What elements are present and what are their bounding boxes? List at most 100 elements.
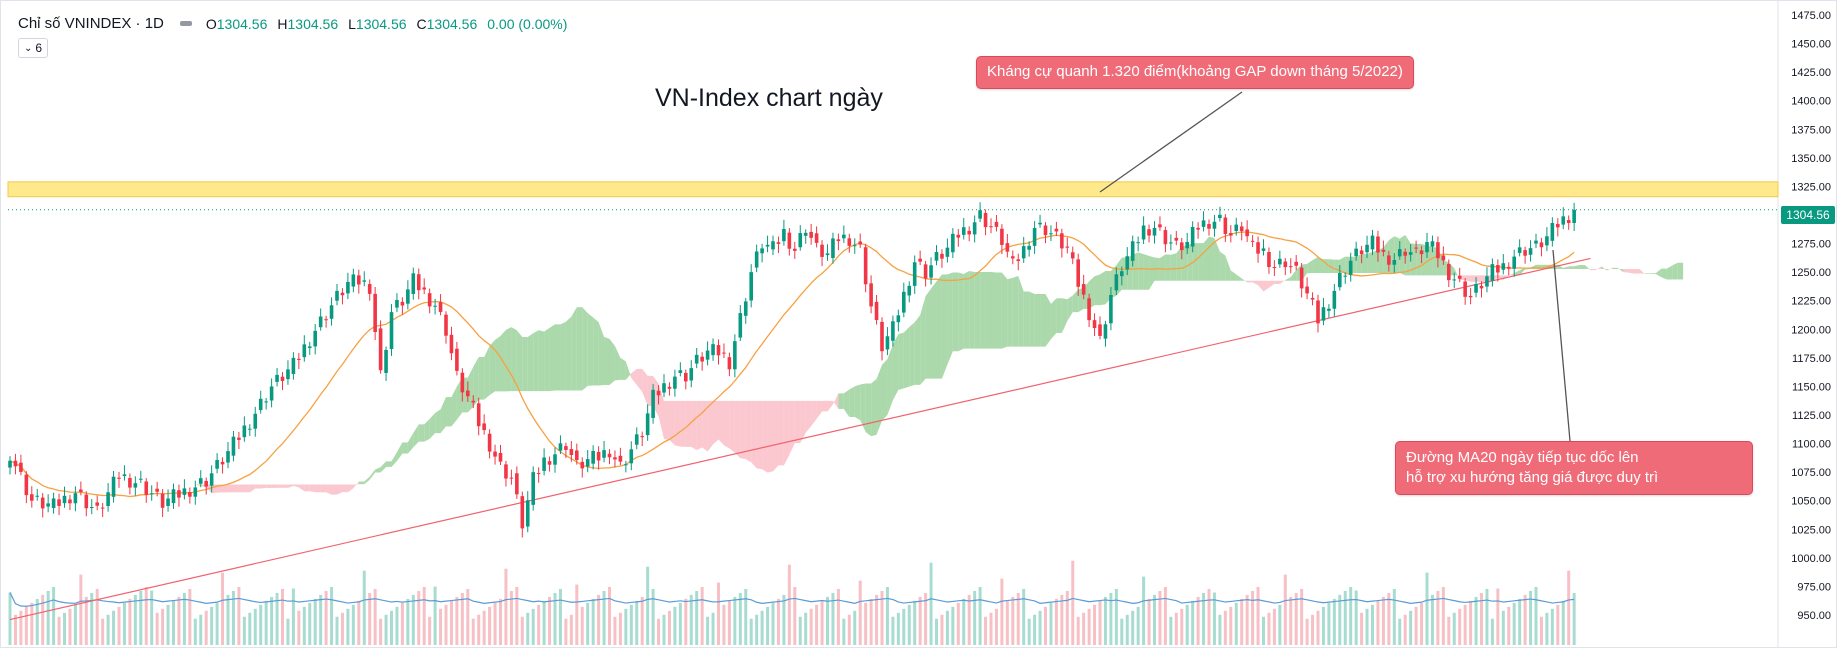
candle [978, 202, 982, 223]
volume-bar [477, 614, 481, 645]
volume-bar [1387, 592, 1391, 645]
volume-bar [973, 590, 977, 645]
volume-bar [1327, 602, 1331, 645]
candle [177, 484, 181, 507]
volume-bar [1392, 588, 1396, 645]
candle [1021, 236, 1026, 263]
cloud-segment [195, 484, 201, 486]
candle [1506, 262, 1511, 276]
price-axis-tick: 1025.00 [1791, 524, 1831, 536]
cloud-segment [1514, 270, 1520, 276]
volume-bar [417, 590, 421, 645]
candle [1179, 237, 1184, 260]
volume-bar [346, 608, 350, 645]
cloud-segment [811, 400, 817, 427]
candle [73, 486, 78, 512]
cloud-segment [304, 484, 310, 492]
candle [1081, 274, 1086, 300]
volume-bar [1376, 600, 1380, 645]
volume-bar [711, 612, 715, 645]
candle [553, 447, 557, 473]
cloud-segment [282, 484, 288, 488]
resistance-callout[interactable]: Kháng cự quanh 1.320 điểm(khoảng GAP dow… [976, 56, 1414, 89]
candle [389, 304, 394, 356]
candle [1463, 278, 1467, 305]
cloud-segment [418, 424, 425, 442]
volume-bar [1082, 612, 1086, 645]
candle [1348, 252, 1353, 282]
volume-bar [1550, 608, 1554, 645]
volume-bar [231, 590, 235, 645]
candle-body [1218, 214, 1222, 219]
cloud-segment [326, 484, 332, 495]
ma20-callout[interactable]: Đường MA20 ngày tiếp tục dốc lên hỗ trợ … [1395, 441, 1753, 495]
candle-body [1081, 284, 1086, 295]
candle [297, 353, 301, 370]
candle [248, 424, 252, 437]
volume-bar [1147, 598, 1151, 645]
volume-bar [1158, 590, 1162, 645]
candle-body [46, 503, 50, 507]
cloud-segment [805, 400, 812, 433]
cloud-segment [1252, 280, 1259, 286]
candle-body [743, 301, 748, 316]
cloud-segment [614, 345, 621, 381]
volume-bar [68, 608, 72, 645]
candle-body [542, 457, 546, 471]
symbol-label[interactable]: Chỉ số VNINDEX · 1D [18, 15, 164, 32]
cloud-segment [342, 484, 348, 493]
volume-bar [237, 586, 241, 645]
volume-bar [575, 584, 579, 645]
separator-icon [179, 21, 192, 26]
indicators-toggle-button[interactable]: ⌄ 6 [18, 38, 48, 58]
candle [1218, 206, 1222, 222]
candle [629, 441, 634, 471]
cloud-segment [832, 393, 839, 409]
volume-bar [1501, 610, 1505, 645]
cloud-segment [298, 484, 305, 492]
candle [743, 297, 748, 324]
volume-bar [1321, 606, 1325, 645]
volume-bar [357, 600, 361, 645]
cloud-segment [1263, 280, 1269, 292]
cloud-segment [734, 400, 741, 459]
candle-body [842, 234, 846, 239]
candle [1479, 281, 1484, 298]
cloud-segment [1361, 253, 1368, 274]
volume-bar [1262, 616, 1265, 645]
candle-body [1299, 267, 1304, 289]
volume-bar [313, 598, 317, 645]
cloud-segment [1050, 298, 1057, 340]
candle-body [1169, 242, 1173, 244]
volume-bar [1027, 618, 1031, 645]
volume-bar [1103, 596, 1107, 645]
volume-bar [733, 596, 737, 645]
volume-bar [1572, 592, 1576, 645]
cloud-segment [1149, 255, 1155, 290]
candle-body [1087, 298, 1091, 321]
cloud-segment [1268, 280, 1275, 288]
volume-bar [978, 586, 982, 645]
candle-body [989, 226, 993, 228]
candle [863, 243, 868, 293]
cloud-segment [386, 461, 392, 467]
candle-body [340, 292, 345, 296]
volume-bar [90, 592, 94, 645]
cloud-segment [838, 393, 844, 409]
candle-body [1550, 223, 1555, 241]
candle-body [193, 487, 198, 497]
candle-body [1414, 247, 1418, 249]
cloud-segment [1100, 271, 1106, 306]
candle [1098, 316, 1102, 340]
volume-bar [1196, 596, 1200, 645]
volume-bar [73, 604, 77, 645]
candle [1338, 265, 1342, 291]
cloud-segment [238, 484, 245, 493]
candle [940, 249, 944, 268]
volume-bar [744, 588, 748, 645]
candle [1163, 226, 1168, 253]
candle-body [297, 358, 301, 360]
candle-body [945, 247, 950, 257]
candle-body [367, 284, 372, 294]
